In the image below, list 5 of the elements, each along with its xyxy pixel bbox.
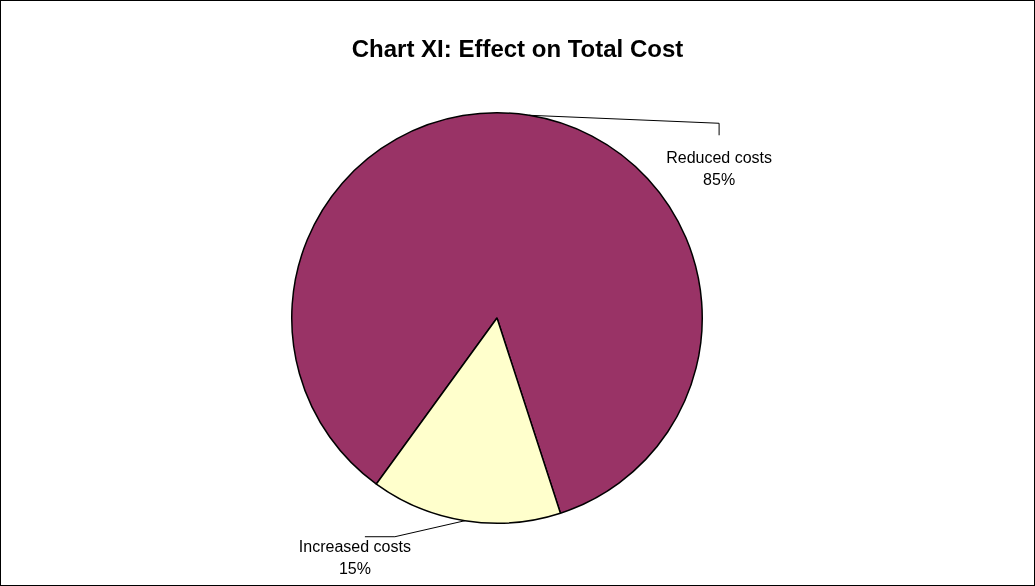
chart-title: Chart XI: Effect on Total Cost [351,34,684,62]
slice-label: Increased costs [298,538,411,556]
data-label: 85% [703,170,736,188]
data-label: 15% [338,560,371,578]
slice-label: Reduced costs [666,148,773,166]
